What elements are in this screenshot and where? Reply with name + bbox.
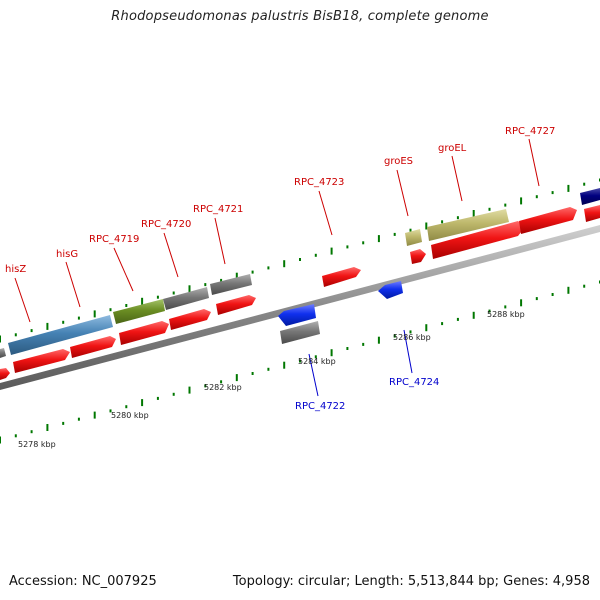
gene-bar-hisG [113,299,165,324]
gene-label-groEL: groEL [438,143,467,154]
kbp-label: 5286 kbp [393,333,431,342]
cds-arrow-reverse [378,281,403,299]
cds-arrow [584,205,600,222]
gene-bar-groEL [427,209,509,241]
kbp-label: 5280 kbp [111,411,149,420]
tick-row-lower [0,280,600,444]
gene-bar-navy [580,188,600,205]
gene-bar-RPC_4720 [163,287,209,310]
map-title: Rhodopseudomonas palustris BisB18, compl… [111,9,489,24]
gene-label-RPC_4720: RPC_4720 [141,219,191,230]
cds-arrow [13,349,70,373]
leader-lines-top [14,138,540,323]
gene-bar-gray [0,348,6,358]
cds-arrow [322,267,361,287]
leader-lines-bottom [308,329,413,397]
genome-summary-text: Topology: circular; Length: 5,513,844 bp… [232,574,590,589]
cds-arrow-reverse [278,304,316,326]
kbp-label: 5284 kbp [298,357,336,366]
cds-arrow [410,249,426,264]
cds-arrow [169,309,211,330]
kbp-label: 5288 kbp [487,310,525,319]
cds-arrow [431,221,525,259]
kbp-label: 5282 kbp [204,383,242,392]
cds-arrow [70,336,116,358]
cds-arrow [519,207,577,234]
gene-label-RPC_4723: RPC_4723 [294,177,344,188]
gene-label-RPC_4721: RPC_4721 [193,204,243,215]
gene-label-RPC_4719: RPC_4719 [89,234,139,245]
gene-label-RPC_4722: RPC_4722 [295,401,345,412]
kbp-label: 5278 kbp [18,440,56,449]
cds-arrow [119,321,169,345]
accession-text: Accession: NC_007925 [9,574,157,589]
gene-bar-RPC_4721 [210,274,252,295]
gene-label-groES: groES [384,156,413,167]
cds-arrow [216,295,256,315]
cds-arrow [0,368,10,380]
gene-bar-groES [405,229,422,246]
gene-label-hisZ: hisZ [5,264,26,275]
gene-bar-RPC_4722 [280,321,320,344]
gene-label-hisG: hisG [56,249,78,260]
gene-label-RPC_4724: RPC_4724 [389,377,439,388]
gene-label-RPC_4727: RPC_4727 [505,126,555,137]
gene-bar-hisZ [8,315,113,355]
